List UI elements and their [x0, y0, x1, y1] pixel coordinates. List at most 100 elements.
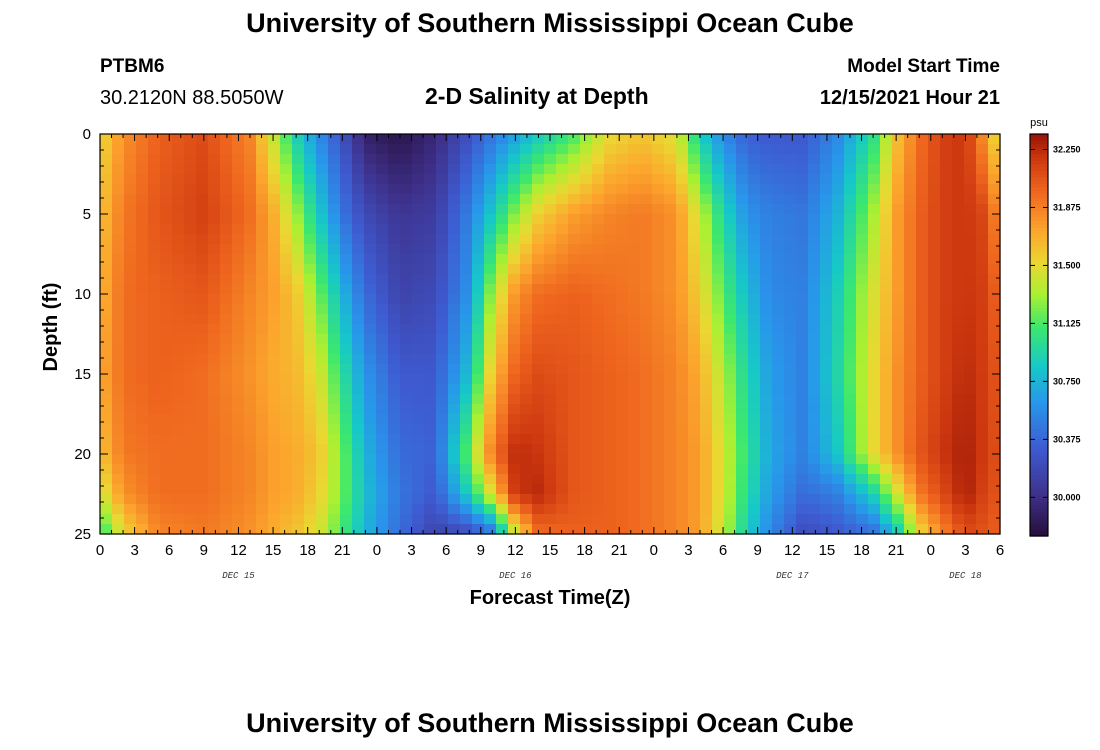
heatmap-cell — [280, 514, 293, 525]
heatmap-cell — [316, 404, 329, 415]
heatmap-cell — [952, 294, 965, 305]
heatmap-cell — [328, 324, 341, 335]
heatmap-cell — [892, 494, 905, 505]
heatmap-cell — [928, 184, 941, 195]
heatmap-cell — [700, 334, 713, 345]
heatmap-cell — [112, 144, 125, 155]
heatmap-cell — [100, 524, 113, 535]
heatmap-cell — [628, 374, 641, 385]
heatmap-cell — [268, 244, 281, 255]
heatmap-cell — [448, 244, 461, 255]
heatmap-cell — [592, 384, 605, 395]
heatmap-cell — [148, 224, 161, 235]
heatmap-cell — [172, 354, 185, 365]
heatmap-cell — [112, 134, 125, 145]
heatmap-cell — [328, 264, 341, 275]
heatmap-cell — [760, 214, 773, 225]
colorbar-segment — [1030, 345, 1048, 349]
heatmap-cell — [856, 154, 869, 165]
heatmap-cell — [148, 234, 161, 245]
heatmap-cell — [856, 264, 869, 275]
heatmap-cell — [124, 404, 137, 415]
heatmap-cell — [784, 394, 797, 405]
heatmap-cell — [328, 234, 341, 245]
heatmap-cell — [700, 494, 713, 505]
heatmap-cell — [508, 364, 521, 375]
heatmap-cell — [280, 334, 293, 345]
colorbar-segment — [1030, 415, 1048, 420]
heatmap-cell — [172, 374, 185, 385]
heatmap-cell — [508, 404, 521, 415]
heatmap-cell — [688, 304, 701, 315]
heatmap-cell — [436, 394, 449, 405]
heatmap-cell — [532, 414, 545, 425]
heatmap-cell — [664, 214, 677, 225]
heatmap-cell — [844, 414, 857, 425]
heatmap-cell — [256, 354, 269, 365]
heatmap-cell — [112, 284, 125, 295]
colorbar-segment — [1030, 177, 1048, 182]
heatmap-cell — [292, 214, 305, 225]
heatmap-cell — [484, 384, 497, 395]
heatmap-cell — [700, 174, 713, 185]
heatmap-cell — [880, 264, 893, 275]
heatmap-cell — [136, 384, 149, 395]
heatmap-cell — [124, 284, 137, 295]
heatmap-cell — [844, 264, 857, 275]
heatmap-cell — [532, 244, 545, 255]
heatmap-cell — [412, 204, 425, 215]
heatmap-cell — [940, 264, 953, 275]
heatmap-cell — [652, 214, 665, 225]
heatmap-cell — [496, 314, 509, 325]
heatmap-cell — [844, 134, 857, 145]
heatmap-cell — [160, 514, 173, 525]
heatmap-cell — [160, 504, 173, 515]
heatmap-cell — [676, 474, 689, 485]
heatmap-cell — [688, 474, 701, 485]
heatmap-cell — [808, 234, 821, 245]
heatmap-cell — [256, 134, 269, 145]
heatmap-cell — [484, 344, 497, 355]
heatmap-cell — [772, 484, 785, 495]
heatmap-cell — [280, 284, 293, 295]
heatmap-cell — [496, 184, 509, 195]
heatmap-cell — [904, 514, 917, 525]
heatmap-cell — [304, 164, 317, 175]
heatmap-cell — [244, 504, 257, 515]
heatmap-cell — [256, 504, 269, 515]
heatmap-cell — [748, 384, 761, 395]
heatmap-cell — [256, 294, 269, 305]
heatmap-cell — [244, 434, 257, 445]
heatmap-cell — [892, 194, 905, 205]
heatmap-cell — [436, 154, 449, 165]
heatmap-cell — [112, 224, 125, 235]
heatmap-cell — [184, 394, 197, 405]
heatmap-cell — [628, 474, 641, 485]
heatmap-cell — [172, 314, 185, 325]
heatmap-cell — [604, 514, 617, 525]
heatmap-cell — [520, 484, 533, 495]
heatmap-cell — [508, 504, 521, 515]
heatmap-cell — [424, 524, 437, 535]
heatmap-cell — [232, 164, 245, 175]
heatmap-cell — [340, 514, 353, 525]
heatmap-cell — [520, 294, 533, 305]
heatmap-cell — [964, 404, 977, 415]
heatmap-cell — [364, 414, 377, 425]
heatmap-cell — [280, 174, 293, 185]
heatmap-cell — [148, 354, 161, 365]
heatmap-cell — [292, 194, 305, 205]
heatmap-cell — [712, 394, 725, 405]
heatmap-cell — [796, 414, 809, 425]
heatmap-cell — [400, 314, 413, 325]
heatmap-cell — [556, 254, 569, 265]
heatmap-cell — [616, 484, 629, 495]
heatmap-cell — [616, 234, 629, 245]
heatmap-cell — [220, 294, 233, 305]
heatmap-cell — [460, 404, 473, 415]
heatmap-cell — [784, 144, 797, 155]
heatmap-cell — [400, 154, 413, 165]
heatmap-cell — [448, 154, 461, 165]
heatmap-cell — [736, 424, 749, 435]
heatmap-cell — [724, 404, 737, 415]
